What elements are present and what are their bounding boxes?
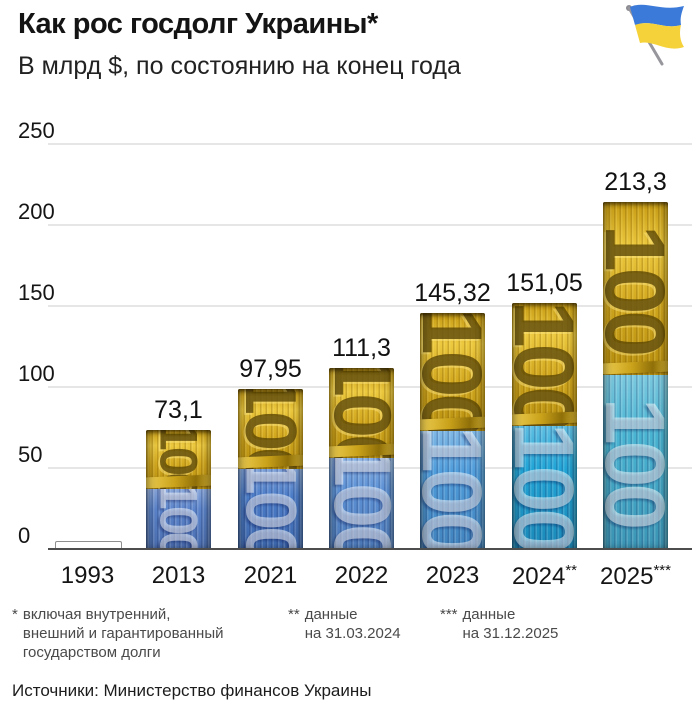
banknote-100-glyph: 100 [420,313,485,431]
footnote-line: данные [304,606,358,623]
gridline-250 [48,143,692,145]
banknote-blue-section: 100 [603,375,668,548]
footnote-3-text: данные на 31.12.2025 [463,605,559,643]
x-tick-label-2013: 2013 [151,562,206,589]
banknote-100-glyph: 100 [329,458,394,548]
y-tick-label-100: 100 [18,361,55,386]
x-tick-label-2022: 2022 [334,562,389,589]
bar-value-label-2025: 213,3 [604,168,667,196]
bar-value-label-2023: 145,32 [414,279,491,307]
source-line: Источники: Министерство финансов Украины [12,681,372,700]
y-tick-label-50: 50 [18,442,43,467]
footnote-line: на 31.12.2025 [462,625,559,642]
bar-2025: 100 100 [603,202,668,548]
x-axis-baseline [48,548,692,550]
banknote-band [603,360,668,375]
x-tick-label-1993: 1993 [60,562,115,589]
bar-value-label-2021: 97,95 [239,355,302,383]
x-tick-label-2021: 2021 [243,562,298,589]
x-tick-label-2024: 2024** [511,562,578,590]
footnote-line: государством долги [22,644,161,661]
banknote-100-glyph: 100 [512,426,577,548]
footnote-2-text: данные на 31.03.2024 [305,605,401,643]
banknote-100-glyph: 100 [420,431,485,548]
bar-2013: 100 100 [146,430,211,548]
y-tick-label-150: 150 [18,280,55,305]
banknote-blue-section: 100 [512,426,577,548]
bar-value-label-2013: 73,1 [154,396,203,424]
footnote-3-mark: *** [440,606,458,623]
footnote-line: данные [462,606,516,623]
banknote-yellow-section: 100 [420,313,485,431]
footnote-1-text: включая внутренний, внешний и гарантиров… [23,605,224,662]
gridline-200 [48,224,692,226]
banknote-100-glyph: 100 [512,303,577,426]
bar-2024: 100 100 [512,303,577,548]
banknote-yellow-section: 100 [238,389,303,469]
page-subtitle: В млрд $, по состоянию на конец года [18,52,461,80]
footnote-line: включая внутренний, [22,606,171,623]
footnote-marker: ** [565,562,578,579]
banknote-yellow-section: 100 [603,202,668,375]
y-tick-label-250: 250 [18,118,55,143]
x-tick-label-2023: 2023 [425,562,480,589]
banknote-blue-section: 100 [329,458,394,548]
footnote-1: * включая внутренний, внешний и гарантир… [12,605,223,662]
bar-value-label-2024: 151,05 [506,269,583,297]
banknote-100-glyph: 100 [238,469,303,548]
y-tick-label-0: 0 [18,523,31,548]
bar-2023: 100 100 [420,313,485,548]
banknote-blue-section: 100 [420,431,485,548]
banknote-100-glyph: 100 [603,397,668,526]
bar-1993 [55,541,122,549]
footnote-2-mark: ** [288,606,300,623]
banknote-100-glyph: 100 [149,489,208,548]
banknote-blue-section: 100 [238,469,303,548]
bar-value-label-2022: 111,3 [332,334,391,362]
ukraine-flag-icon [616,2,692,68]
banknote-yellow-section: 100 [329,368,394,458]
page-title: Как рос госдолг Украины* [18,8,378,40]
banknote-yellow-section: 100 [512,303,577,426]
y-tick-label-200: 200 [18,199,55,224]
footnote-1-mark: * [12,606,18,623]
gridline-150 [48,305,692,307]
footnote-marker: *** [653,562,671,579]
x-tick-label-2025: 2025*** [600,562,671,590]
footnote-2: ** данные на 31.03.2024 [288,605,401,643]
footnote-3: *** данные на 31.12.2025 [440,605,558,643]
banknote-blue-section: 100 [146,489,211,548]
banknote-yellow-section: 100 [146,430,211,489]
footnote-line: внешний и гарантированный [22,625,224,642]
footnote-line: на 31.03.2024 [304,625,401,642]
